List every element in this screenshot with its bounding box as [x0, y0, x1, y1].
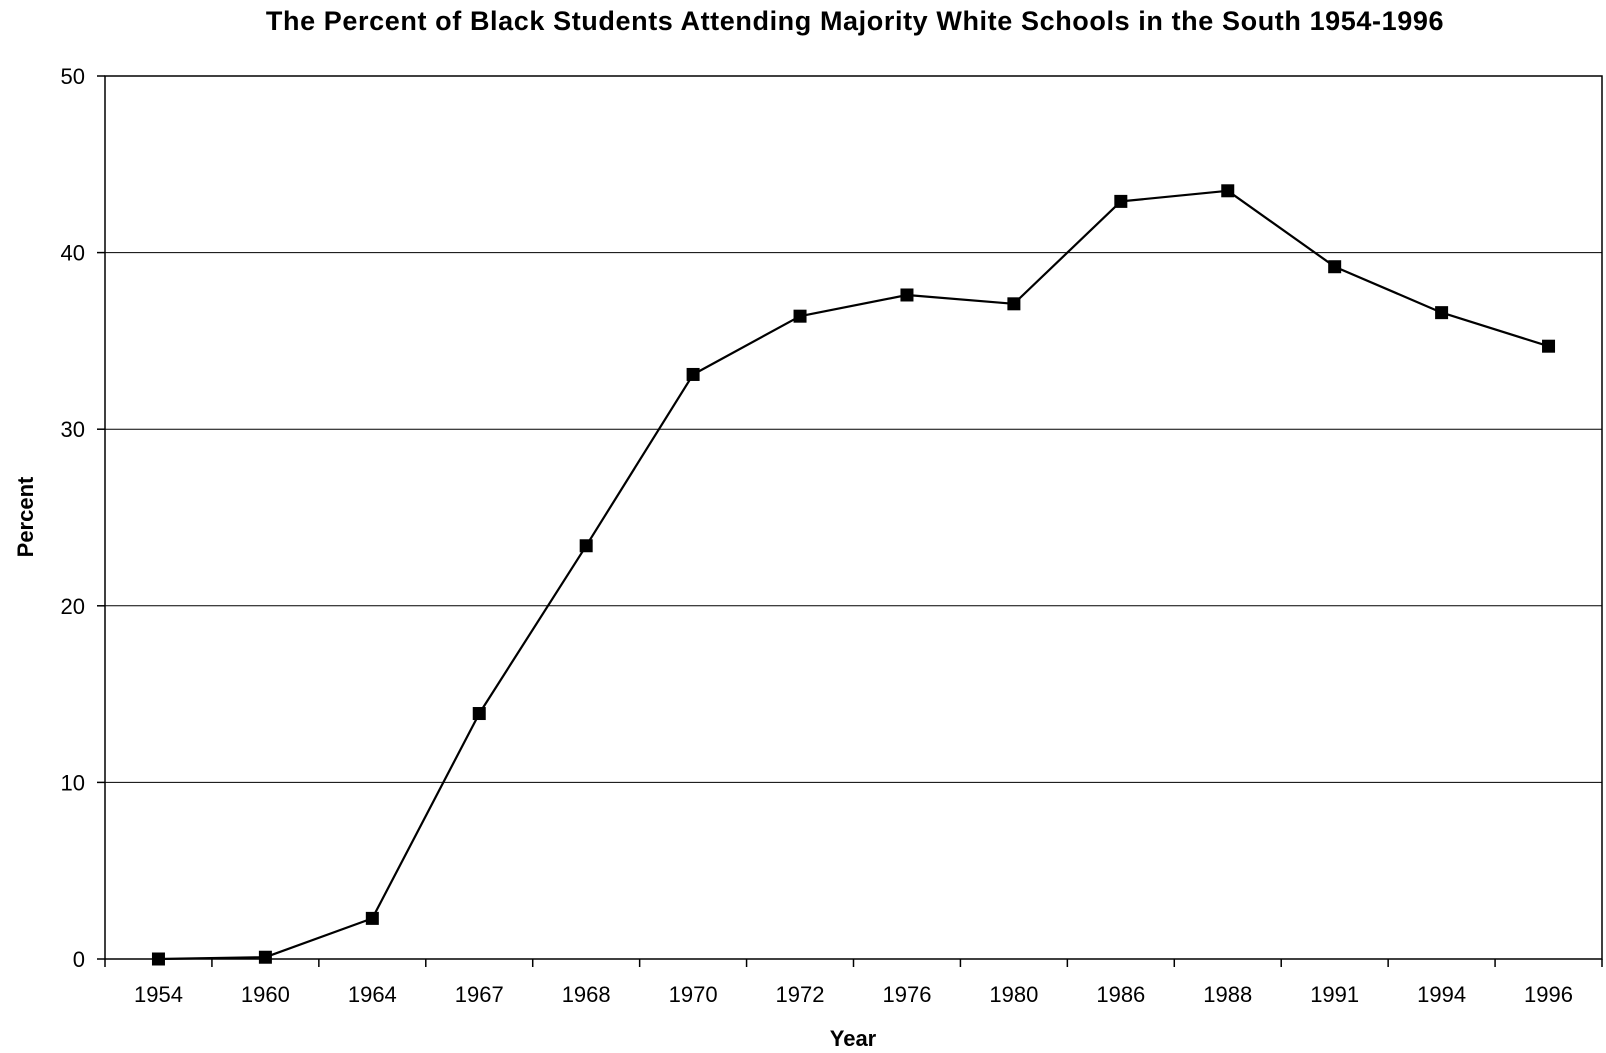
data-point-marker [473, 707, 486, 720]
data-point-marker [900, 288, 913, 301]
y-axis-title: Percent [13, 476, 38, 557]
data-point-marker [794, 310, 807, 323]
gridlines [105, 253, 1602, 783]
x-tick-label: 1986 [1096, 982, 1145, 1007]
x-tick-label: 1968 [562, 982, 611, 1007]
data-point-marker [259, 951, 272, 964]
y-tick-label: 40 [61, 241, 85, 266]
y-tick-label: 10 [61, 770, 85, 795]
y-tick-label: 30 [61, 417, 85, 442]
y-tick-label: 0 [73, 947, 85, 972]
data-point-marker [1328, 260, 1341, 273]
x-tick-label: 1972 [776, 982, 825, 1007]
x-tick-label: 1976 [882, 982, 931, 1007]
series [152, 184, 1555, 965]
data-point-marker [1542, 340, 1555, 353]
x-tick-label: 1980 [989, 982, 1038, 1007]
y-tick-label: 50 [61, 64, 85, 89]
data-point-marker [366, 912, 379, 925]
plot-area [105, 76, 1602, 959]
data-point-marker [152, 953, 165, 966]
x-tick-label: 1988 [1203, 982, 1252, 1007]
x-axis-title: Year [830, 1026, 877, 1051]
data-point-marker [1007, 297, 1020, 310]
data-point-marker [1114, 195, 1127, 208]
data-point-marker [1435, 306, 1448, 319]
x-tick-label: 1954 [134, 982, 183, 1007]
data-point-marker [1221, 184, 1234, 197]
axes: 0 10 20 30 40 50 1954 1960 1964 1967 1968 1970 1972 1… [61, 64, 1602, 1007]
series-line [159, 191, 1549, 959]
x-tick-label: 1996 [1524, 982, 1573, 1007]
y-tick-label: 20 [61, 594, 85, 619]
data-point-marker [687, 368, 700, 381]
x-tick-label: 1994 [1417, 982, 1466, 1007]
x-tick-label: 1970 [669, 982, 718, 1007]
x-tick-label: 1991 [1310, 982, 1359, 1007]
x-tick-label: 1967 [455, 982, 504, 1007]
x-tick-label: 1960 [241, 982, 290, 1007]
data-point-marker [580, 539, 593, 552]
x-tick-label: 1964 [348, 982, 397, 1007]
